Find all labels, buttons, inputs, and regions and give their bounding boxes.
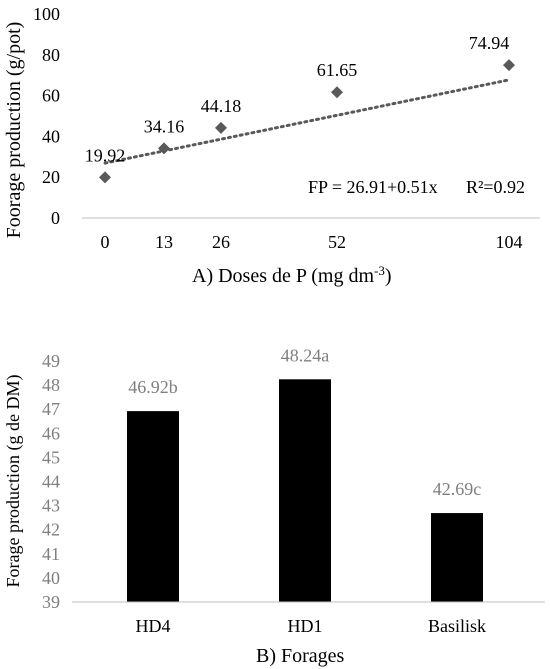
bar bbox=[127, 411, 179, 602]
x-tick-label: Basilisk bbox=[428, 616, 486, 636]
y-tick-label: 47 bbox=[42, 399, 60, 419]
data-label: 19.92 bbox=[85, 145, 126, 165]
data-label: 46.92b bbox=[128, 377, 178, 397]
y-tick-label: 42 bbox=[42, 520, 60, 540]
y-tick-label: 20 bbox=[42, 167, 60, 187]
trendline-equation: FP = 26.91+0.51x bbox=[308, 177, 438, 197]
x-tick-label: 104 bbox=[496, 232, 523, 252]
trendline-r2: R²=0.92 bbox=[466, 177, 525, 197]
trendline bbox=[103, 78, 511, 165]
y-tick-label: 41 bbox=[42, 544, 60, 564]
data-label: 34.16 bbox=[144, 116, 185, 136]
y-tick-label: 49 bbox=[42, 351, 60, 371]
y-tick-label: 60 bbox=[42, 86, 60, 106]
data-label: 61.65 bbox=[317, 60, 358, 80]
y-tick-label: 100 bbox=[33, 4, 60, 24]
bar bbox=[279, 379, 331, 602]
y-tick-label: 40 bbox=[42, 568, 60, 588]
bar bbox=[431, 513, 483, 602]
y-tick-label: 44 bbox=[42, 472, 60, 492]
data-point-diamond bbox=[99, 171, 111, 184]
x-axis-title: B) Forages bbox=[256, 645, 345, 667]
chart-a-doses-de-p: 0 20 40 60 80 100 19.92 34.16 44.18 61.65 74.94 0 13… bbox=[3, 4, 540, 288]
y-axis-title: Forage production (g de DM) bbox=[3, 375, 24, 588]
data-point-diamond bbox=[331, 86, 343, 99]
x-tick-label: HD4 bbox=[136, 616, 171, 636]
data-label: 74.94 bbox=[469, 33, 510, 53]
data-point-diamond bbox=[215, 121, 227, 134]
x-tick-label: 52 bbox=[328, 232, 346, 252]
y-axis-title: Foorage production (g/pot) bbox=[3, 22, 25, 239]
y-tick-label: 0 bbox=[51, 208, 60, 228]
y-tick-label: 80 bbox=[42, 45, 60, 65]
x-tick-label: 0 bbox=[101, 232, 110, 252]
data-label: 42.69c bbox=[433, 479, 482, 499]
data-label: 44.18 bbox=[201, 96, 242, 116]
y-tick-label: 48 bbox=[42, 375, 60, 395]
data-point-diamond bbox=[503, 59, 515, 72]
x-axis-title: A) Doses de P (mg dm-3) bbox=[192, 263, 392, 288]
y-tick-label: 39 bbox=[42, 592, 60, 612]
x-tick-label: 26 bbox=[212, 232, 230, 252]
y-tick-label: 46 bbox=[42, 423, 60, 443]
data-point-diamond bbox=[158, 142, 170, 155]
y-tick-label: 43 bbox=[42, 496, 60, 516]
data-label: 48.24a bbox=[281, 345, 330, 365]
x-tick-label: HD1 bbox=[288, 616, 323, 636]
x-tick-label: 13 bbox=[155, 232, 173, 252]
y-tick-label: 45 bbox=[42, 447, 60, 467]
y-tick-label: 40 bbox=[42, 126, 60, 146]
